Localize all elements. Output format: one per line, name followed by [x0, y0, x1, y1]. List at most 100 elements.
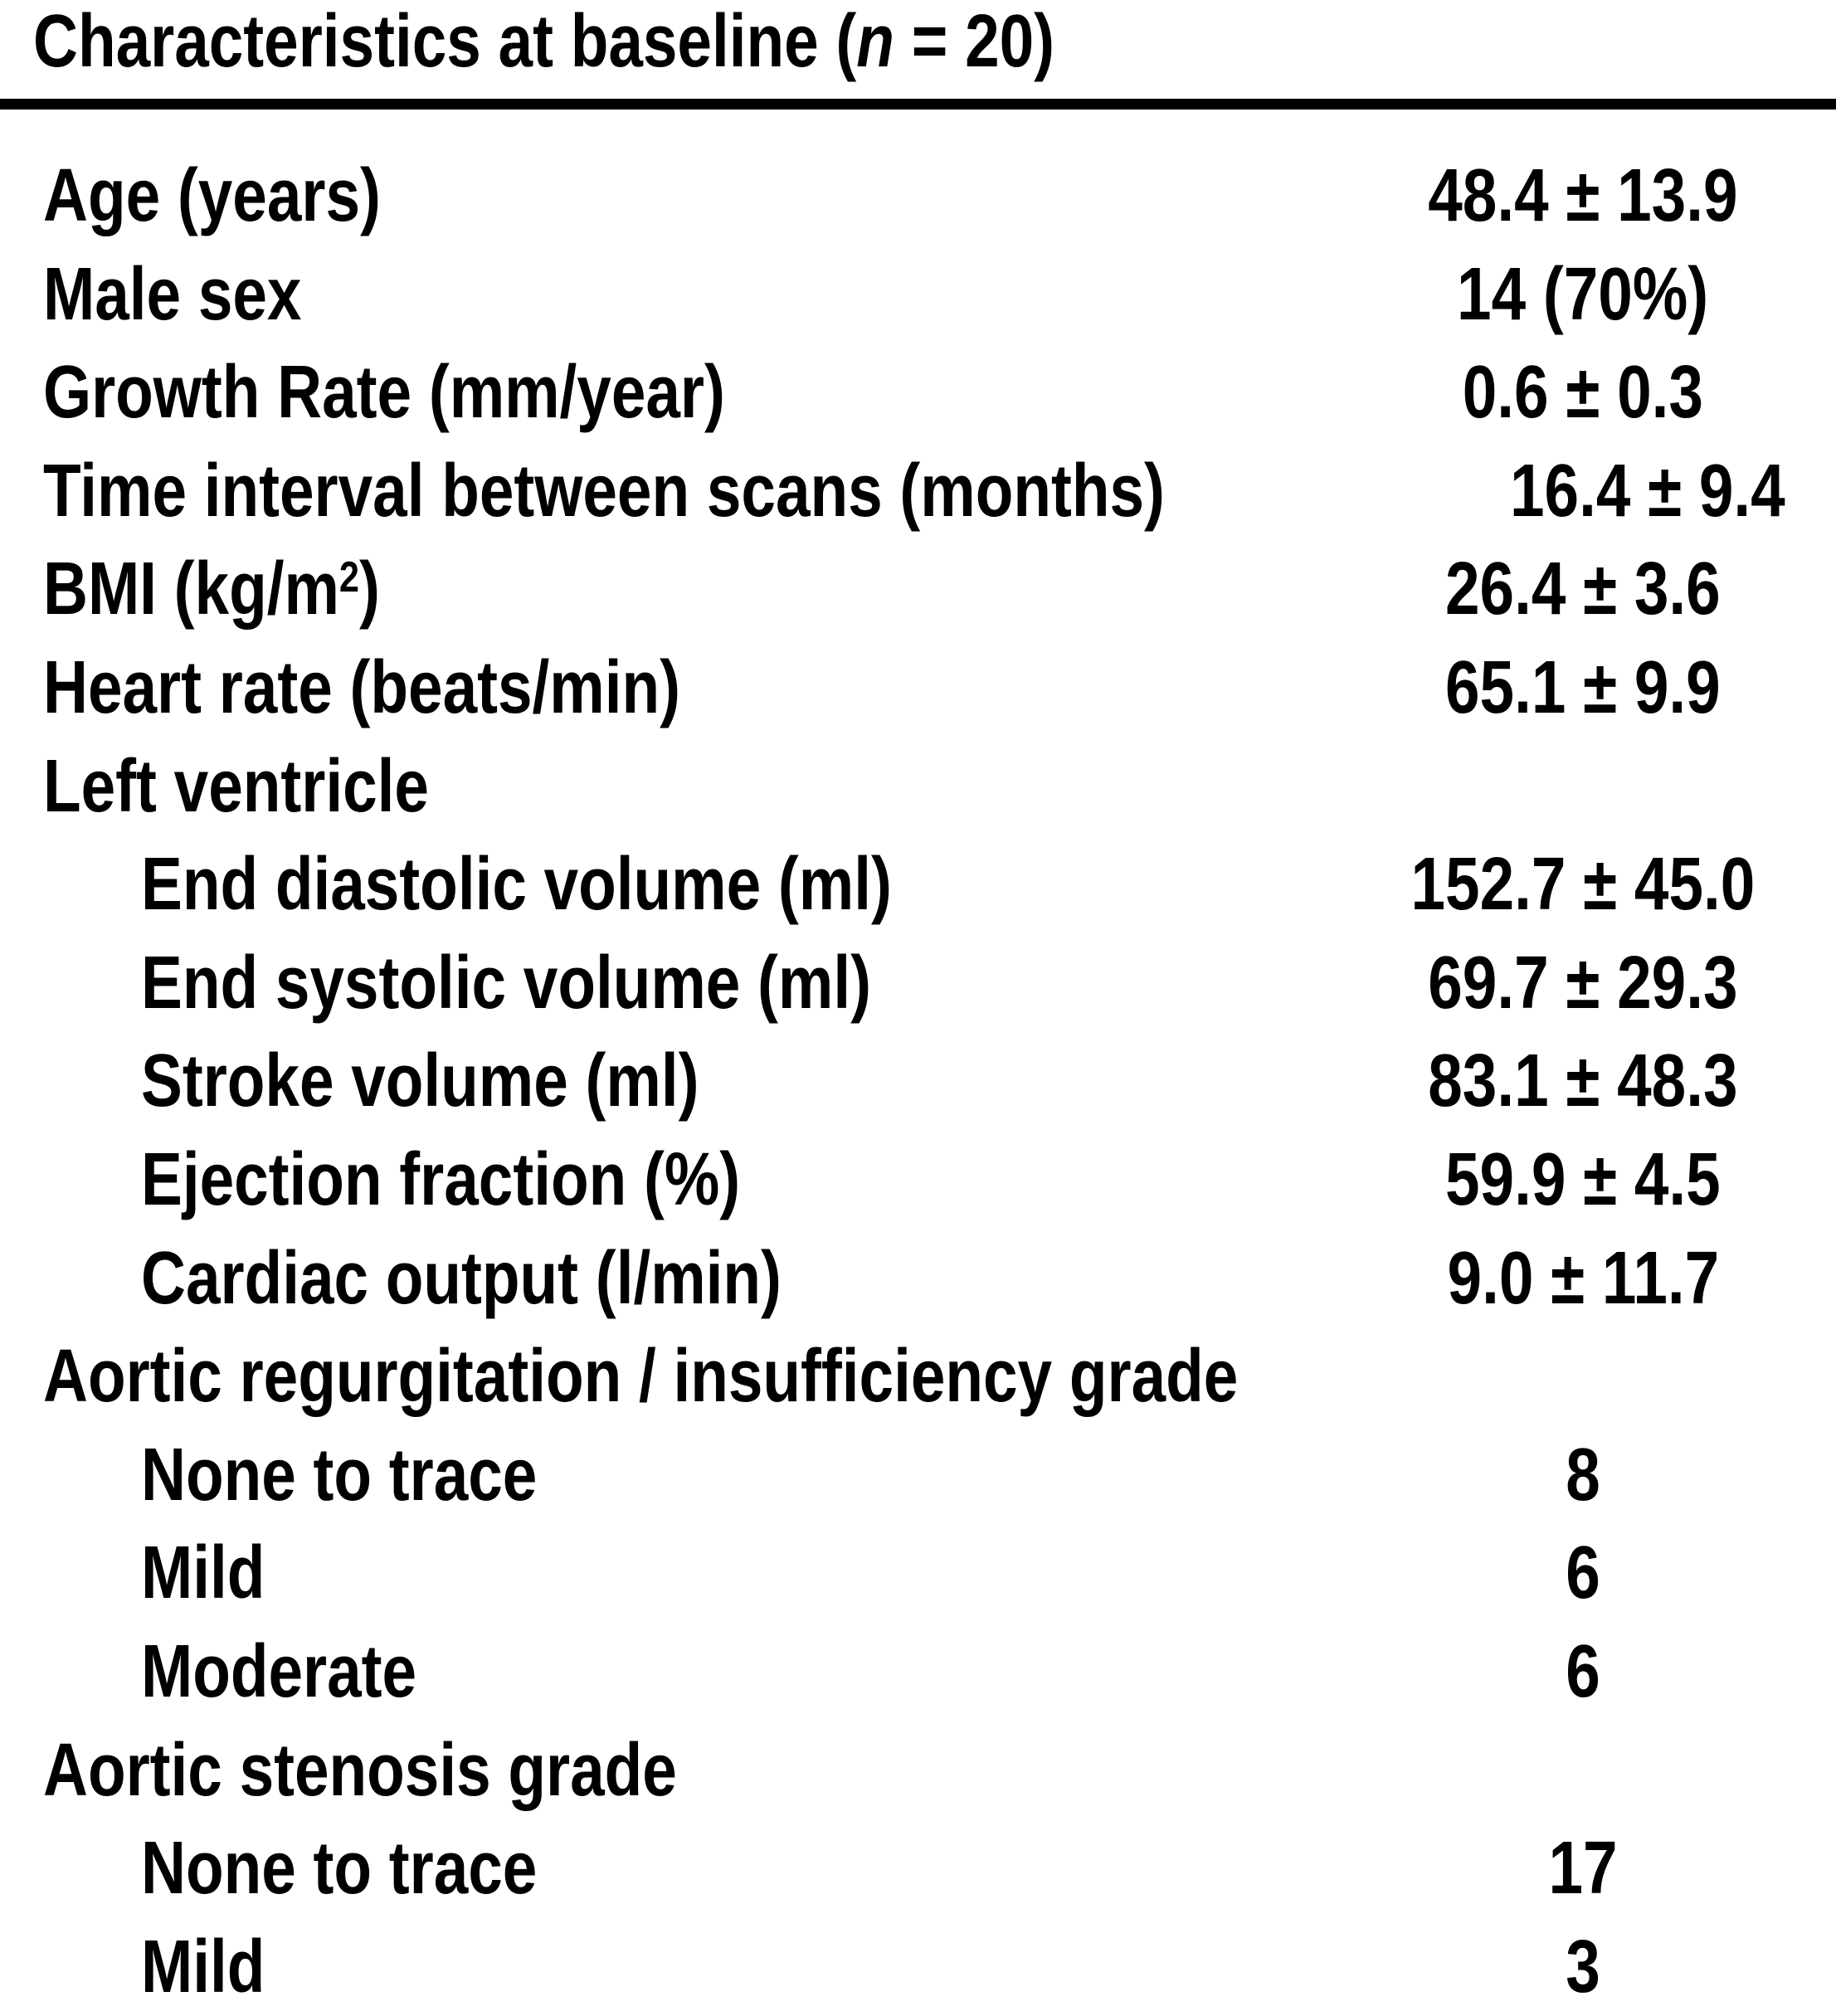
table-row: Heart rate (beats/min) 65.1 ± 9.9	[0, 639, 1836, 738]
row-value-text: 14 (70%)	[1457, 252, 1709, 336]
row-label: Mild	[0, 1524, 1330, 1623]
row-value: 83.1 ± 48.3	[1330, 1032, 1836, 1131]
row-label-text: End diastolic volume (ml)	[141, 843, 892, 927]
row-value	[1330, 738, 1836, 836]
row-label-text: Stroke volume (ml)	[141, 1040, 699, 1123]
table-row: Age (years) 48.4 ± 13.9	[0, 147, 1836, 246]
row-label-text: None to trace	[141, 1827, 538, 1911]
row-value-text: 3	[1566, 1925, 1600, 2009]
table-row: Moderate 6	[0, 1623, 1836, 1721]
row-label: None to trace	[0, 1426, 1330, 1525]
baseline-characteristics-table: Age (years) 48.4 ± 13.9 Male sex 14 (70%) Gr…	[0, 147, 1836, 2016]
row-value	[1483, 1327, 1836, 1426]
row-value-text: 69.7 ± 29.3	[1428, 941, 1738, 1025]
table-row: Mild 6	[0, 1524, 1836, 1623]
row-label-text: Time interval between scans (months)	[43, 449, 1165, 533]
row-label: Growth Rate (mm/year)	[0, 343, 1330, 442]
row-value: 17	[1330, 1819, 1836, 1918]
row-value: 6	[1330, 1524, 1836, 1623]
table-row: BMI (kg/m2) 26.4 ± 3.6	[0, 540, 1836, 639]
row-label: BMI (kg/m2)	[0, 540, 1330, 639]
table-row: Aortic regurgitation / insufficiency gra…	[0, 1327, 1836, 1426]
row-value-text: 9.0 ± 11.7	[1447, 1236, 1719, 1320]
row-value: 9.0 ± 11.7	[1330, 1230, 1836, 1328]
table-row: Growth Rate (mm/year) 0.6 ± 0.3	[0, 343, 1836, 442]
row-label-text: Ejection fraction (%)	[141, 1137, 741, 1221]
row-value: 48.4 ± 13.9	[1330, 147, 1836, 246]
row-label-text: Aortic regurgitation / insufficiency gra…	[43, 1335, 1239, 1419]
table-title-suffix: = 20)	[894, 0, 1055, 83]
row-label: End diastolic volume (ml)	[0, 835, 1330, 934]
row-label-text: Mild	[141, 1531, 265, 1615]
row-label-text: Left ventricle	[43, 744, 429, 828]
sample-size-n-italic: n	[856, 0, 894, 83]
row-value: 3	[1330, 1918, 1836, 2016]
row-label: Stroke volume (ml)	[0, 1032, 1330, 1131]
row-label-text: Aortic stenosis grade	[43, 1728, 677, 1812]
row-label: Aortic regurgitation / insufficiency gra…	[0, 1327, 1483, 1426]
row-label-text: Growth Rate (mm/year)	[43, 351, 725, 435]
row-value-text: 152.7 ± 45.0	[1410, 843, 1756, 927]
row-label-text: Cardiac output (l/min)	[141, 1236, 782, 1320]
row-label: Left ventricle	[0, 738, 1330, 836]
row-value-text: 83.1 ± 48.3	[1428, 1040, 1738, 1123]
row-value: 69.7 ± 29.3	[1330, 934, 1836, 1033]
row-label-text: Male sex	[43, 252, 302, 336]
table-row: Time interval between scans (months) 16.4…	[0, 442, 1836, 541]
row-value-text: 6	[1566, 1531, 1600, 1615]
row-label: Age (years)	[0, 147, 1330, 246]
table-row: End diastolic volume (ml) 152.7 ± 45.0	[0, 835, 1836, 934]
table-row: None to trace 17	[0, 1819, 1836, 1918]
table-row: Ejection fraction (%) 59.9 ± 4.5	[0, 1131, 1836, 1230]
row-label: End systolic volume (ml)	[0, 934, 1330, 1033]
row-value: 26.4 ± 3.6	[1330, 540, 1836, 639]
row-value-text: 65.1 ± 9.9	[1445, 645, 1721, 729]
row-value-text: 26.4 ± 3.6	[1445, 548, 1721, 631]
row-label: Heart rate (beats/min)	[0, 639, 1330, 738]
row-label-text: Moderate	[141, 1629, 417, 1713]
row-label: Time interval between scans (months)	[0, 442, 1395, 541]
row-value	[1330, 1721, 1836, 1820]
row-value: 8	[1330, 1426, 1836, 1525]
table-row: Aortic stenosis grade	[0, 1721, 1836, 1820]
row-value: 0.6 ± 0.3	[1330, 343, 1836, 442]
row-label-text-end: )	[359, 548, 380, 631]
row-value: 59.9 ± 4.5	[1330, 1131, 1836, 1230]
row-label-text: None to trace	[141, 1433, 538, 1517]
row-label: None to trace	[0, 1819, 1330, 1918]
table-row: Mild 3	[0, 1918, 1836, 2016]
table-row: Male sex 14 (70%)	[0, 246, 1836, 344]
row-label: Mild	[0, 1918, 1330, 2016]
table-row: End systolic volume (ml) 69.7 ± 29.3	[0, 934, 1836, 1033]
row-label-text: End systolic volume (ml)	[141, 941, 871, 1025]
row-value: 16.4 ± 9.4	[1395, 442, 1836, 541]
row-value-text: 8	[1566, 1433, 1600, 1517]
row-label: Cardiac output (l/min)	[0, 1230, 1330, 1328]
row-value: 65.1 ± 9.9	[1330, 639, 1836, 738]
row-label: Aortic stenosis grade	[0, 1721, 1330, 1820]
row-value: 6	[1330, 1623, 1836, 1721]
table-row: None to trace 8	[0, 1426, 1836, 1525]
row-value-text: 6	[1566, 1629, 1600, 1713]
row-value-text: 0.6 ± 0.3	[1462, 351, 1704, 435]
table-row: Left ventricle	[0, 738, 1836, 836]
row-label-text: Mild	[141, 1925, 265, 2009]
table-row: Stroke volume (ml) 83.1 ± 48.3	[0, 1032, 1836, 1131]
row-label-superscript: 2	[338, 553, 360, 602]
row-value-text: 16.4 ± 9.4	[1509, 449, 1785, 533]
row-label-text: Heart rate (beats/min)	[43, 645, 680, 729]
row-value-text: 48.4 ± 13.9	[1428, 154, 1738, 237]
table-title-prefix: Characteristics at baseline (	[33, 0, 857, 83]
row-label: Moderate	[0, 1623, 1330, 1721]
row-value: 14 (70%)	[1330, 246, 1836, 344]
table-row: Cardiac output (l/min) 9.0 ± 11.7	[0, 1230, 1836, 1328]
row-label: Male sex	[0, 246, 1330, 344]
row-value: 152.7 ± 45.0	[1330, 835, 1836, 934]
row-value-text: 59.9 ± 4.5	[1445, 1137, 1721, 1221]
row-label-text: BMI (kg/m	[43, 548, 339, 631]
header-rule	[0, 99, 1836, 110]
row-value-text: 17	[1548, 1827, 1618, 1911]
row-label: Ejection fraction (%)	[0, 1131, 1330, 1230]
row-label-text: Age (years)	[43, 154, 381, 237]
table-title: Characteristics at baseline (n = 20)	[33, 0, 1264, 90]
